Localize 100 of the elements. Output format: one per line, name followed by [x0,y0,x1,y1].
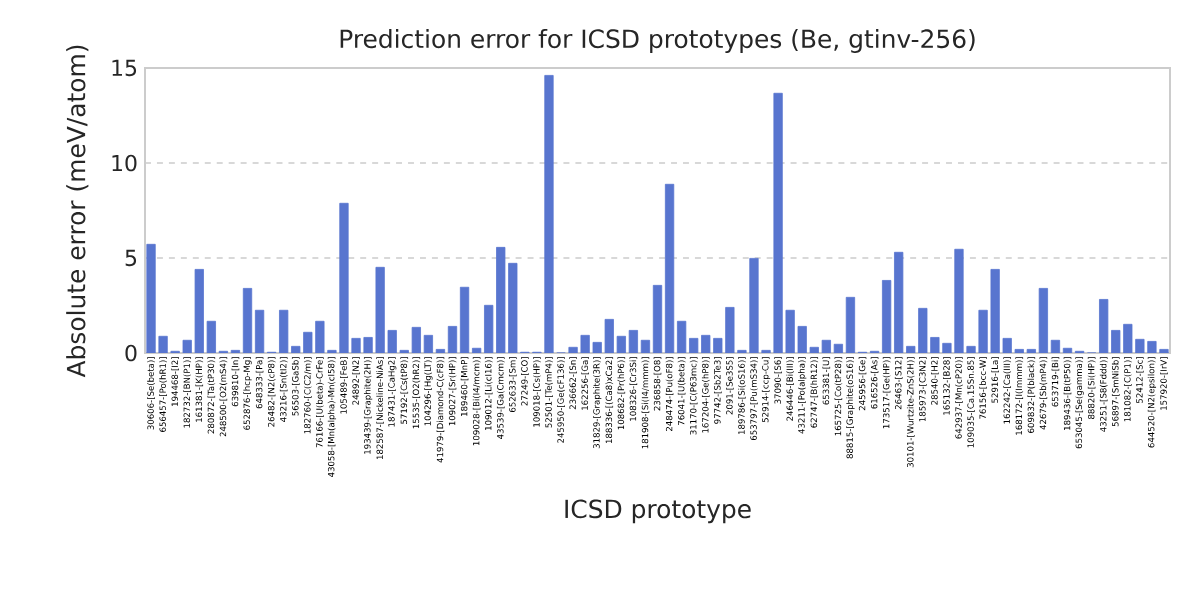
x-tick-label: 97742-[Sb2Te3] [713,357,722,424]
bar [158,335,168,353]
bar [423,334,433,353]
x-tick-label: 189436-[B(tP50)] [1063,357,1072,430]
x-tick-label: 181082-[C(P1)] [1123,357,1132,422]
x-tick-label: 26482-[N2(cP8)] [267,357,276,427]
x-tick-label: 2091-[Se3S5] [726,357,734,415]
x-tick-label: 162242-[Ca(III)] [1003,357,1012,424]
x-axis-title: ICSD prototype [565,499,751,524]
bar [942,342,952,353]
bar [990,269,1000,353]
x-tick-label: 653719-[Bi] [1051,357,1060,407]
x-tick-label: 108326-[Cr3Si] [629,357,638,421]
bar [604,318,614,353]
x-tick-label: 31829-[Graphite(3R)] [593,357,602,449]
bar [303,331,313,353]
x-tick-label: 109018-[Cs(HP)] [533,357,541,427]
x-tick-label: 52916-[La] [991,357,999,403]
bar [894,251,904,353]
x-tick-label: 43251-[S8(Fddd)] [1099,357,1108,432]
x-tick-label: 162256-[Ga] [581,357,589,410]
x-tick-label: 157920-[IrV] [1160,357,1168,410]
bar [508,262,518,353]
bar [568,346,578,353]
bar [351,337,361,353]
bar [146,243,156,353]
x-tick-label: 26463-[S12] [894,357,903,410]
x-tick-label: 653045-[Se(gamma)] [1075,357,1084,449]
bar [1014,348,1024,353]
bar [749,257,759,353]
x-tick-label: 43211-[Po(alpha)] [798,357,807,434]
bar [906,345,916,353]
x-tick-label: 15535-[O2(hR2)] [412,357,421,429]
x-tick-label: 280872-[Ta(tP30)] [207,357,216,434]
x-tick-label: 30101-[Wurtzite-ZnS(2H)] [906,357,915,468]
bar [592,341,602,353]
x-tick-label: 189460-[MnP] [460,357,469,416]
x-tick-label: 653797-[Pu(mS34)] [750,357,758,441]
x-tick-label: 193439-[Graphite(2H)] [363,357,373,454]
bar [677,320,687,353]
bar [882,280,892,353]
bar [242,288,253,353]
bar [194,269,204,353]
x-tick-label: 109028-[Bi(I4/mcm)] [472,357,481,446]
x-tick-label: 57192-[Cs(tP8)] [400,357,409,424]
y-tick-label: 15 [112,59,137,77]
x-tick-label: 165132-[B28] [943,357,951,415]
chart-title: Prediction error for ICSD prototypes (Be, gtinv-256) [340,28,975,54]
x-tick-label: 189786-[Si(oS16)] [738,357,746,435]
bar [1111,329,1121,353]
x-tick-label: 88820-[Si(HP)] [1087,357,1096,419]
x-tick-label: 76041-[U(beta)] [677,357,686,426]
bar [1002,337,1012,353]
bar [327,349,337,353]
bar [375,266,385,353]
x-tick-label: 236662-[Sn] [569,357,577,410]
bar [1123,323,1133,353]
x-tick-label: 639810-[In] [231,357,240,407]
x-tick-label: 28540-[H2] [931,357,939,405]
bar [230,349,241,353]
x-tick-label: 194468-[I2] [171,357,179,406]
bar [954,248,964,353]
x-tick-label: 181908-[Si(I4/mmm)] [641,357,650,449]
bar [447,326,458,353]
x-tick-label: 109035-[Ca.15Sn.85] [967,357,975,448]
x-tick-label: 165725-[Co(tP28)] [834,357,843,436]
bar [279,309,289,353]
x-tick-label: 182587-[Nickeline-NiAs] [376,357,384,460]
bar [978,309,988,353]
x-tick-label: 182732-[BN(P1)] [183,357,192,428]
x-tick-label: 52501-[Te(mP4)] [545,357,553,428]
bar [1026,348,1036,353]
x-tick-label: 652876-[hcp-Mg] [243,357,252,430]
x-tick-label: 37090-[S6] [774,357,782,404]
x-tick-label: 185973-[C3N2] [918,357,927,422]
bar [544,75,554,353]
bar [833,343,843,353]
x-tick-label: 642937-[Mn(cP20)] [955,357,963,439]
bar [652,284,663,353]
bar [737,349,747,353]
x-tick-label: 245956-[Ge] [858,357,867,411]
bar [484,304,494,353]
x-tick-label: 248474-[Pu(oF8)] [665,357,674,432]
bar [411,326,421,353]
bar [930,337,940,353]
bar [206,320,216,353]
x-tick-label: 56897-[SmNiSb] [1111,357,1120,427]
bar [580,334,590,353]
bar [628,329,638,353]
x-tick-label: 52412-[Sc] [1136,357,1144,403]
bar [809,346,819,353]
x-tick-label: 52914-[ccp-Cu] [761,357,771,423]
bar [797,326,807,353]
bar [363,337,373,353]
bar [182,339,192,353]
bar [1038,288,1048,353]
x-tick-label: 42679-[Sb(mP4)] [1039,357,1048,430]
bar [725,307,735,353]
x-tick-label: 109027-[Sr(HP)] [448,357,457,426]
x-tick-label: 173517-[Ge(HP)] [882,357,891,429]
